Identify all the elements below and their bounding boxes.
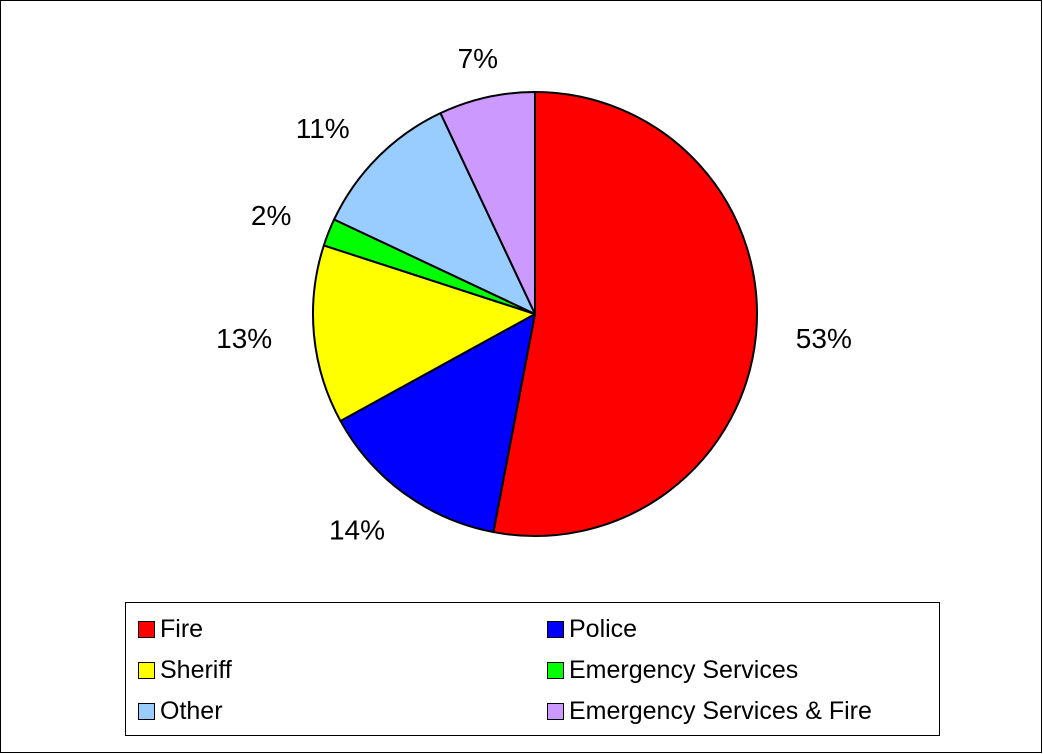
legend-item-other: Other — [138, 696, 223, 726]
legend-swatch-emergency-services-and-fire — [547, 702, 564, 720]
legend-item-police: Police — [547, 614, 637, 644]
data-label-other: 11% — [296, 113, 350, 144]
legend-swatch-other — [138, 702, 155, 720]
legend-label-other: Other — [160, 696, 223, 725]
legend-label-police: Police — [569, 614, 638, 643]
legend-swatch-sheriff — [138, 661, 155, 679]
legend-item-emergency-services: Emergency Services — [547, 655, 798, 685]
legend-swatch-emergency-services — [547, 661, 564, 679]
pie-slice-fire — [492, 91, 758, 537]
data-label-fire: 53% — [796, 323, 852, 354]
legend-swatch-police — [547, 620, 564, 638]
data-label-emergency-services: 2% — [251, 200, 291, 231]
data-label-police: 14% — [329, 515, 385, 546]
legend-label-fire: Fire — [160, 614, 204, 643]
legend-label-emergency-services-and-fire: Emergency Services & Fire — [569, 696, 872, 725]
legend-swatch-fire — [138, 620, 155, 638]
pie-slice-emergency-services-and-fire — [439, 91, 536, 315]
legend-item-emergency-services-and-fire: Emergency Services & Fire — [547, 696, 872, 726]
legend-item-fire: Fire — [138, 614, 203, 644]
pie-slices — [312, 91, 758, 537]
pie-slice-police — [339, 313, 536, 534]
legend-item-sheriff: Sheriff — [138, 655, 232, 685]
legend: Fire Police Sheriff Emergency Services O… — [125, 602, 940, 736]
pie-data-labels: 53% 14% 13% 2% 11% 7% — [216, 43, 852, 546]
data-label-sheriff: 13% — [216, 323, 272, 354]
pie-slice-sheriff — [312, 244, 536, 422]
legend-label-emergency-services: Emergency Services — [569, 655, 799, 684]
data-label-emergency-services-and-fire: 7% — [458, 43, 498, 74]
pie-slice-other — [333, 112, 536, 315]
legend-label-sheriff: Sheriff — [160, 655, 232, 684]
